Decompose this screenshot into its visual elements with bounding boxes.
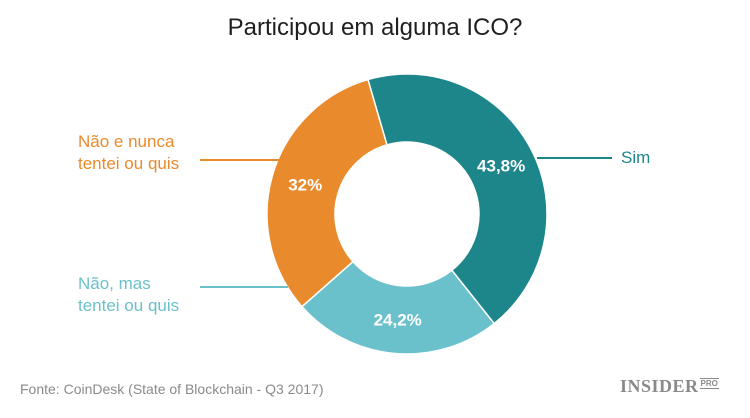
value-labels-group: 43,8% 24,2% 32% [288,156,525,329]
slice-nao-mas [300,260,496,355]
slice-label-nao-mas: Não, mas tentei ou quis [78,274,180,315]
slice-nao-nunca [266,78,388,308]
value-label-nao-mas: 24,2% [374,311,422,330]
slice-label-nao-nunca: Não e nunca tentei ou quis [78,132,180,173]
slice-sim [367,73,548,325]
value-label-nao-nunca: 32% [288,175,322,194]
source-note: Fonte: CoinDesk (State of Blockchain - Q… [20,381,324,397]
chart-title: Participou em alguma ICO? [227,14,523,41]
slices-group [266,73,548,355]
value-label-sim: 43,8% [477,156,525,175]
leader-lines-group [200,157,612,288]
brand-logo: INSIDER PRO [620,376,719,396]
slice-label-sim: Sim [621,148,651,167]
